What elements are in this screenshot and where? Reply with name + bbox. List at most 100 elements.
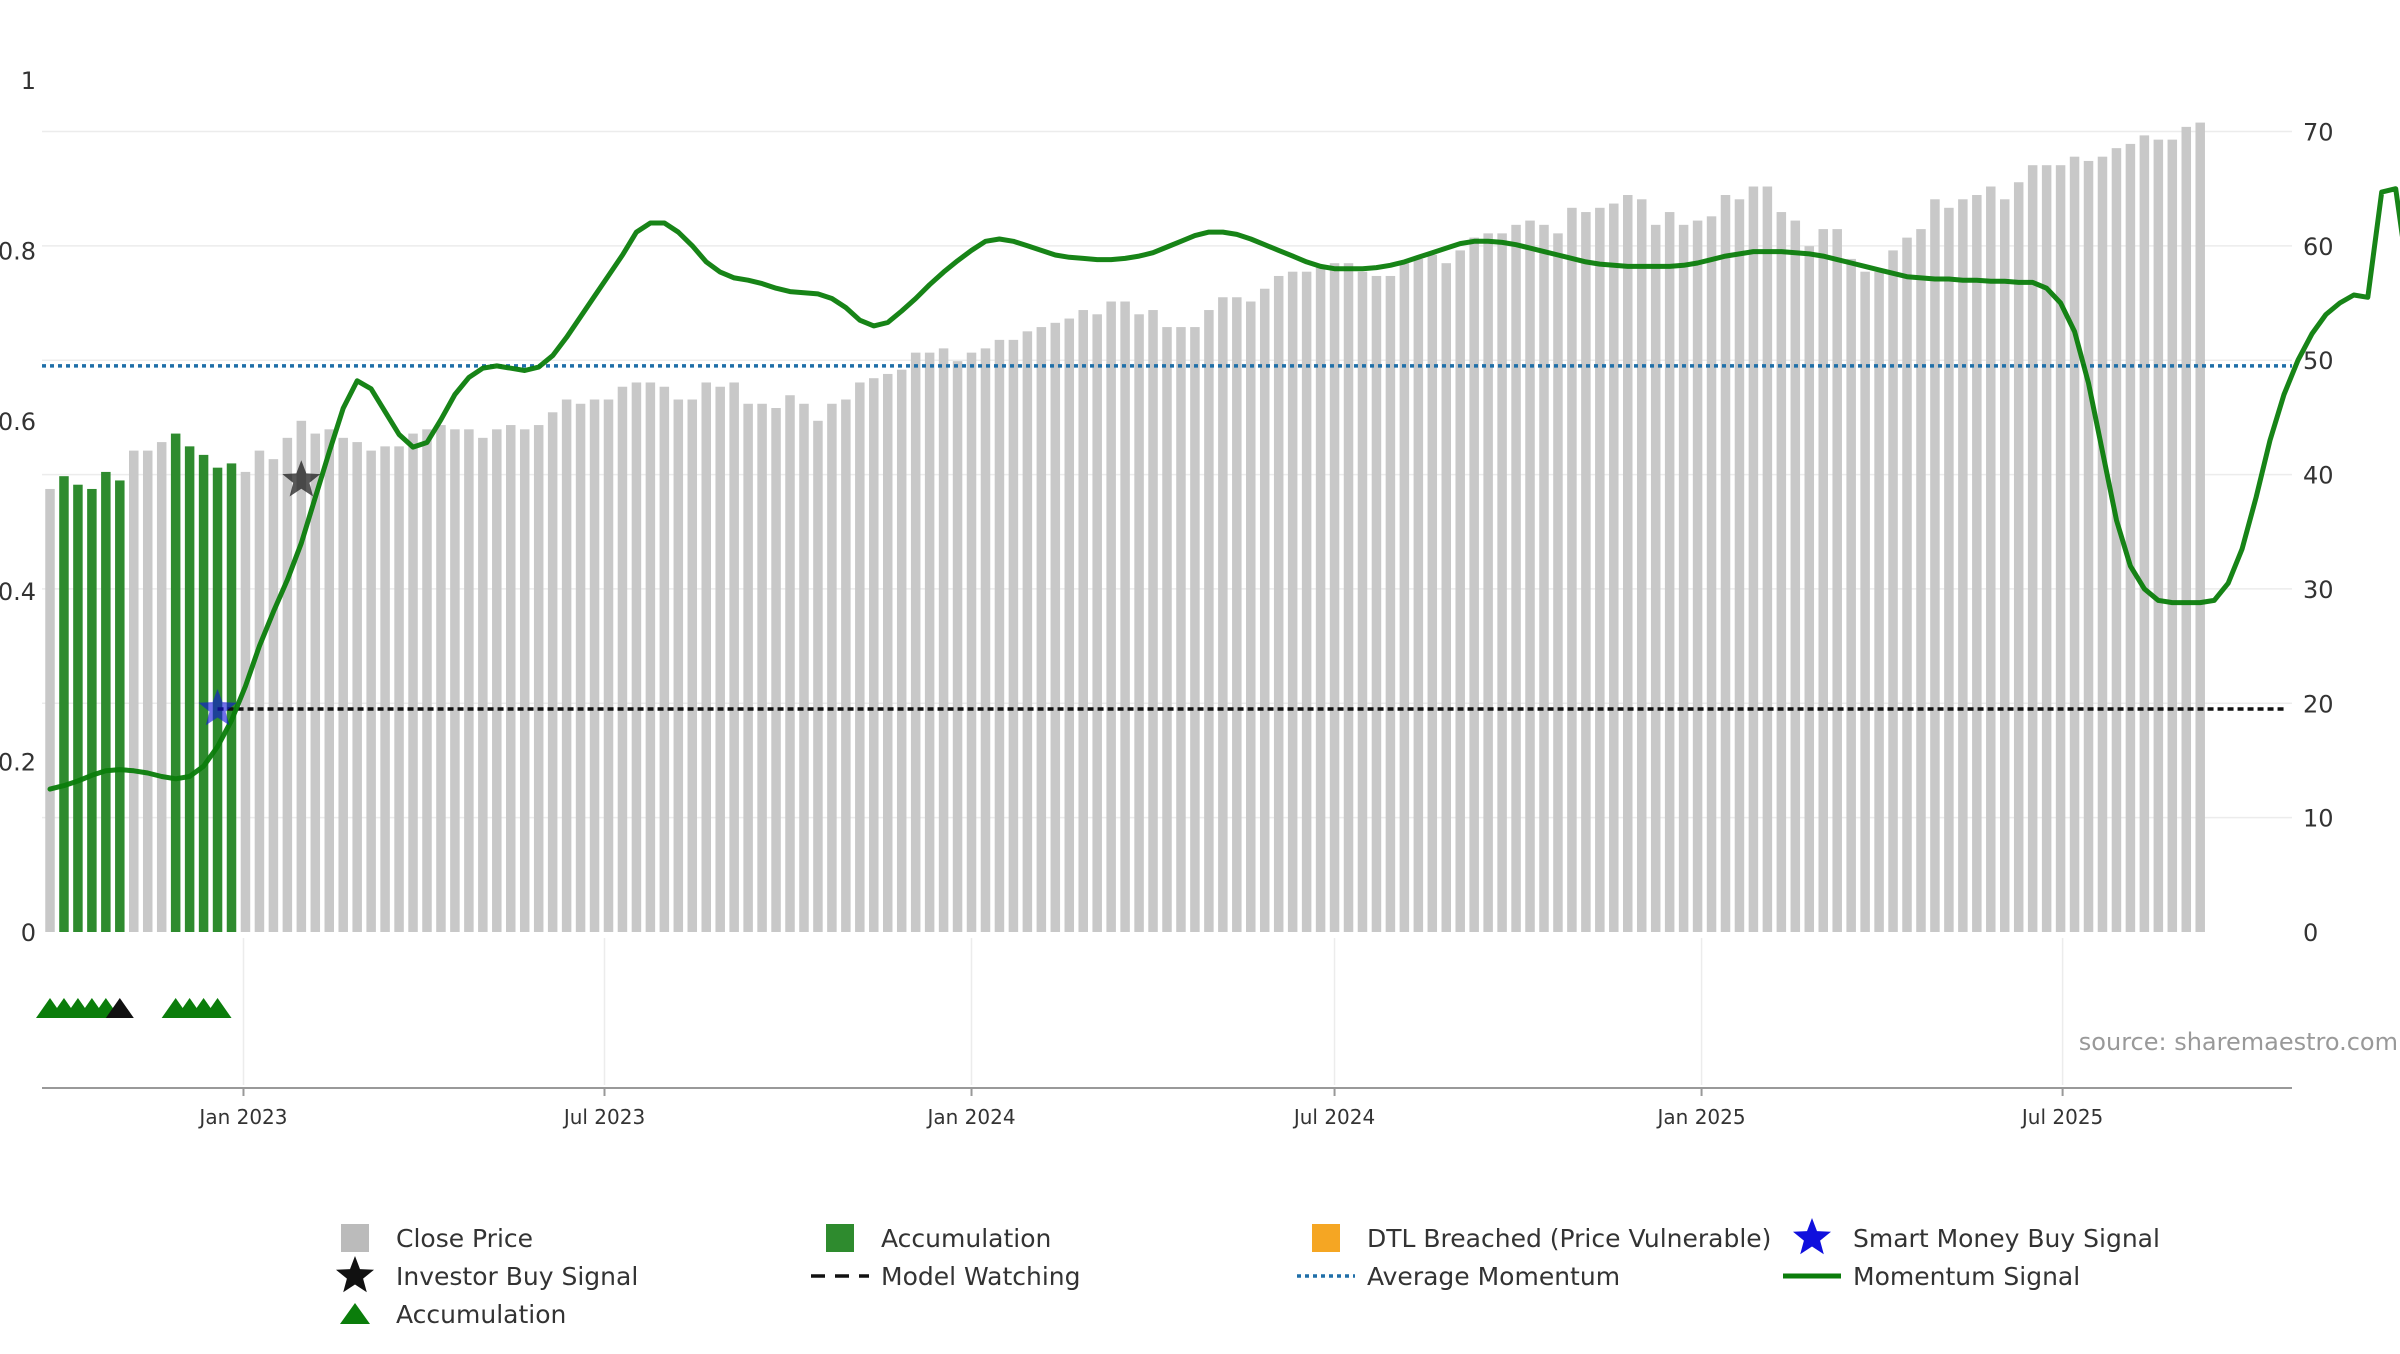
x-axis-tick-label: Jan 2023: [197, 1105, 287, 1129]
x-axis-tick-label: Jan 2025: [1656, 1105, 1746, 1129]
close-price-bar: [310, 433, 321, 932]
close-price-bar: [2195, 122, 2205, 933]
close-price-bar: [1930, 199, 1940, 932]
close-price-bar: [1232, 297, 1242, 932]
close-price-bar: [1581, 212, 1591, 932]
close-price-bar: [1846, 258, 1856, 932]
close-price-bar: [1706, 216, 1717, 932]
close-price-bar: [1553, 233, 1563, 933]
close-price-bar: [1609, 203, 1619, 933]
close-price-bar: [645, 382, 656, 933]
legend: Close Price Accumulation DTL Breached (Pri…: [336, 1218, 2160, 1329]
close-price-bar: [1259, 288, 1270, 932]
right-axis-tick-label: 10: [2303, 805, 2334, 833]
close-price-bar: [519, 429, 530, 932]
close-price-bar: [1776, 212, 1787, 932]
close-price-bar: [1092, 314, 1102, 932]
legend-label: Momentum Signal: [1853, 1262, 2080, 1291]
accumulation-bar: [226, 463, 237, 932]
close-price-bar: [1860, 271, 1870, 932]
close-price-bar: [408, 433, 418, 932]
close-price-bar: [659, 386, 670, 933]
legend-label: Average Momentum: [1367, 1262, 1620, 1291]
close-price-bar: [966, 352, 977, 932]
close-price-bar: [1343, 263, 1354, 932]
right-axis-tick-label: 30: [2303, 576, 2334, 604]
close-price-bar: [1357, 271, 1368, 932]
close-price-bar: [2055, 165, 2066, 932]
close-price-bar: [2167, 139, 2178, 932]
close-price-bar: [1078, 310, 1088, 932]
close-price-bar: [1623, 195, 1633, 932]
accumulation-bar: [184, 446, 195, 932]
close-price-bar: [603, 399, 614, 932]
close-price-bar: [2083, 160, 2094, 932]
legend-star-icon: [336, 1256, 374, 1293]
close-price-bar: [2139, 135, 2150, 932]
close-price-bar: [1636, 199, 1647, 932]
close-price-bar: [1218, 297, 1228, 932]
close-price-bar: [1511, 224, 1521, 933]
close-price-bar: [1790, 220, 1801, 932]
close-price-bar: [478, 437, 488, 932]
close-price-bar: [1022, 331, 1033, 933]
close-price-bar: [841, 399, 851, 932]
price-bars: [45, 122, 2205, 933]
momentum-signal-line: [47, 186, 2400, 792]
left-axis-tick-label: 1: [21, 67, 36, 95]
close-price-bar: [1539, 224, 1549, 933]
close-price-bar: [617, 386, 628, 933]
close-price-bar: [240, 471, 251, 932]
close-price-bar: [2125, 143, 2136, 932]
close-price-bar: [1818, 229, 1828, 933]
close-price-bar: [2041, 165, 2052, 932]
x-axis-tick-label: Jan 2024: [925, 1105, 1015, 1129]
smart-money-buy-star-icon: [198, 689, 237, 726]
close-price-bar: [1497, 233, 1507, 933]
close-price-bar: [1720, 195, 1731, 932]
investor-buy-star-icon: [282, 460, 321, 497]
close-price-bar: [1329, 263, 1340, 932]
signal-lines: [42, 186, 2400, 792]
close-price-bar: [1064, 318, 1075, 932]
close-price-bar: [366, 450, 376, 932]
close-price-bar: [1413, 258, 1424, 932]
legend-label: Accumulation: [396, 1300, 566, 1329]
accumulation-bar: [115, 480, 125, 932]
close-price-bar: [1315, 267, 1326, 932]
close-price-bar: [1734, 199, 1745, 932]
close-price-bar: [380, 446, 390, 932]
close-price-bar: [589, 399, 600, 932]
left-axis-tick-label: 0.8: [0, 237, 36, 265]
close-price-bar: [1692, 220, 1703, 932]
close-price-bar: [338, 437, 348, 932]
close-price-bar: [1204, 310, 1214, 932]
close-price-bar: [855, 382, 865, 933]
close-price-bar: [994, 339, 1005, 932]
close-price-bar: [156, 442, 167, 932]
close-price-bar: [506, 425, 516, 932]
close-price-bar: [1008, 339, 1019, 932]
accumulation-bar: [101, 471, 111, 932]
close-price-bar: [1385, 275, 1396, 933]
close-price-bar: [1287, 271, 1298, 932]
close-price-bar: [1944, 207, 1954, 933]
close-price-bar: [1916, 229, 1926, 933]
close-price-bar: [1525, 220, 1535, 932]
close-price-bar: [1120, 301, 1130, 932]
close-price-bar: [2000, 199, 2010, 932]
close-price-bar: [561, 399, 572, 932]
close-price-bar: [827, 403, 837, 932]
legend-triangle-icon: [340, 1303, 370, 1324]
left-axis-tick-label: 0.4: [0, 578, 36, 606]
close-price-bar: [1874, 271, 1884, 932]
legend-star-icon: [1793, 1218, 1831, 1255]
close-price-bar: [1902, 237, 1912, 932]
close-price-bar: [1678, 224, 1689, 933]
accumulation-bar: [59, 476, 69, 932]
close-price-bar: [1832, 229, 1842, 933]
close-price-bar: [547, 412, 558, 932]
right-axis-tick-label: 50: [2303, 347, 2334, 375]
